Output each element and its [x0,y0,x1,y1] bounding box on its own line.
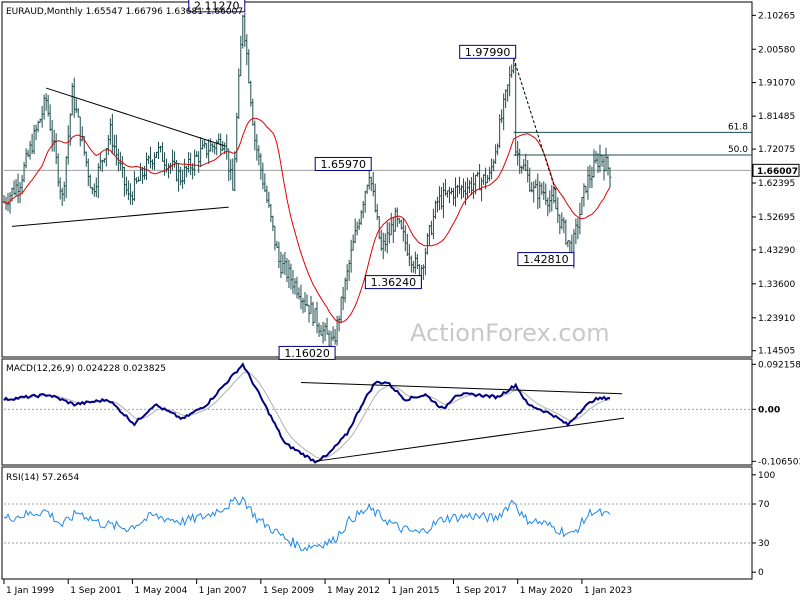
x-tick-label: 1 Jan 2007 [199,586,247,596]
price-y-tick-label: 1.81485 [758,112,795,122]
macd-main-line [3,362,611,464]
x-axis: 1 Jan 1999 1 Sep 2001 1 May 2004 1 Jan 2007… [3,579,632,596]
price-y-tick-label: 2.00580 [758,45,795,55]
x-tick-label: 1 May 2020 [520,586,573,596]
rsi-line-path [3,496,611,552]
macd-panel-frame [1,358,753,466]
level-label-box [459,44,517,59]
macd-trendline [314,417,625,462]
level-label-box [188,0,246,13]
price-y-tick-label: 1.91070 [758,79,795,89]
x-tick-label: 1 May 2004 [134,586,187,596]
level-label-box [278,345,336,360]
rsi-levels [4,503,752,544]
price-y-tick-label: 1.52695 [758,213,795,223]
rsi-y-tick-label: 0 [758,568,764,578]
last-price-box [752,163,800,177]
macd-title: MACD(12,26,9) 0.024228 0.023825 [6,364,166,374]
x-tick-label: 1 Sep 2001 [70,586,121,596]
fib-level-label: 50.0 [728,145,748,155]
macd-y-axis: 0.092158 0.00 -0.106503 [752,360,800,467]
rsi-y-axis: 100 70 30 0 [752,471,775,578]
price-title: EURAUD,Monthly 1.65547 1.66796 1.63681 1… [6,7,243,17]
x-tick-label: 1 Sep 2009 [263,586,315,596]
macd-y-tick-label: 0.00 [758,405,780,415]
price-y-tick-label: 1.14505 [758,347,795,357]
level-label-text: 1.65970 [320,158,366,171]
level-label-box [314,156,372,171]
price-panel-frame [1,1,753,358]
fib-level-label: 61.8 [728,122,748,132]
level-label-box [364,275,422,290]
level-label-box [517,252,575,267]
rsi-title: RSI(14) 57.2654 [6,473,79,483]
x-tick-label: 1 Jan 2023 [584,586,632,596]
x-tick-label: 1 Jan 1999 [6,586,54,596]
rsi-y-tick-label: 70 [758,500,770,510]
moving-average [3,117,611,323]
macd-trendline [300,381,623,395]
rsi-line [3,496,611,552]
macd-y-tick-label: -0.106503 [758,457,800,467]
price-y-tick-label: 1.43290 [758,246,795,256]
rsi-panel-frame [1,466,753,580]
price-y-tick-label: 1.23910 [758,314,795,324]
last-price-label: 1.66007 [757,167,798,177]
price-trendline [45,87,225,147]
x-tick-label: 1 Sep 2017 [455,586,506,596]
price-y-axis: 2.10265 2.00580 1.91070 1.81485 1.72075 1.623… [752,11,800,357]
level-label-text: 1.42810 [523,253,569,266]
level-label-text: 1.36240 [371,276,417,289]
rsi-y-tick-label: 30 [758,539,770,549]
price-y-tick-label: 1.62395 [758,179,795,189]
price-y-tick-label: 1.33600 [758,280,795,290]
level-label-text: 2.11270 [194,0,240,12]
watermark-text: ActionForex.com [410,319,610,347]
level-label-text: 1.97990 [465,46,511,59]
price-trendline [11,206,229,227]
level-label-text: 1.16020 [284,347,330,360]
price-bars [2,13,612,356]
macd-trendlines [300,381,625,462]
price-level-labels: 2.11270 1.97990 1.65970 1.36240 1.42810 1.160… [188,0,575,360]
price-dashed-line [513,58,557,192]
x-tick-label: 1 May 2012 [327,586,380,596]
moving-average-line [3,117,611,323]
price-y-tick-label: 2.10265 [758,11,795,21]
macd-y-tick-label: 0.092158 [758,360,800,370]
macd-lines [3,362,611,464]
rsi-y-tick-label: 100 [758,471,775,481]
price-trendlines [11,58,557,227]
x-tick-label: 1 Jan 2015 [391,586,439,596]
price-y-tick-label: 1.72075 [758,145,795,155]
fib-levels: 61.8 50.0 [513,122,752,156]
